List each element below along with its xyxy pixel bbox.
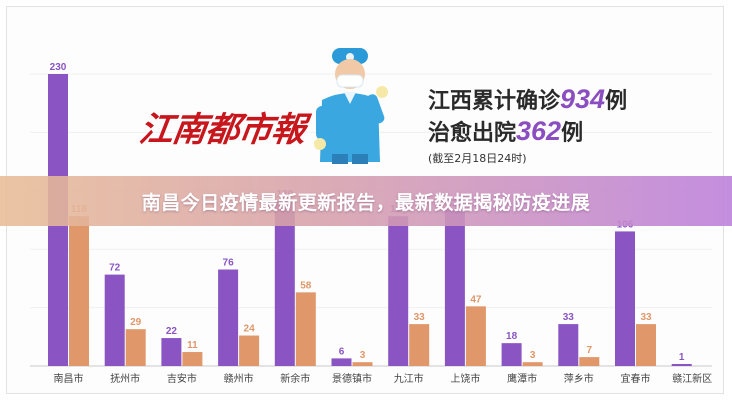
category-label-4: 新余市 [280, 372, 310, 385]
category-label-11: 赣江新区 [672, 372, 712, 385]
value-label-discharged-10: 33 [640, 312, 652, 323]
value-label-discharged-5: 3 [360, 350, 366, 361]
bar-confirmed-3 [218, 269, 239, 366]
value-label-discharged-4: 58 [300, 280, 312, 291]
category-label-10: 宜春市 [621, 372, 651, 385]
value-label-discharged-9: 7 [587, 345, 593, 356]
bar-discharged-7 [465, 306, 486, 366]
bar-discharged-1 [125, 329, 146, 366]
category-label-9: 萍乡市 [564, 372, 594, 385]
bar-confirmed-11 [671, 364, 692, 366]
confirmed-value: 934 [560, 84, 606, 114]
discharged-unit: 例 [561, 120, 584, 145]
value-label-discharged-6: 33 [414, 312, 426, 323]
category-label-6: 九江市 [394, 372, 424, 385]
value-label-discharged-3: 24 [244, 324, 256, 335]
bar-discharged-5 [352, 362, 373, 366]
value-label-confirmed-0: 230 [50, 62, 67, 73]
bar-confirmed-10 [615, 231, 635, 366]
bar-discharged-8 [522, 362, 543, 366]
value-label-discharged-1: 29 [130, 317, 142, 328]
bar-confirmed-9 [558, 324, 579, 366]
bar-confirmed-7 [444, 209, 465, 366]
value-label-confirmed-3: 76 [223, 258, 235, 269]
title-banner: 南昌今日疫情最新更新报告，最新数据揭秘防疫进展 [0, 176, 732, 226]
category-label-0: 南昌市 [54, 372, 84, 385]
bar-discharged-0 [69, 216, 89, 366]
value-label-confirmed-9: 33 [563, 312, 575, 323]
category-label-2: 吉安市 [167, 372, 197, 385]
bar-confirmed-1 [104, 274, 125, 366]
bar-discharged-3 [239, 335, 260, 366]
newspaper-logo: 江南都市報 [136, 110, 308, 150]
banner-title: 南昌今日疫情最新更新报告，最新数据揭秘防疫进展 [141, 191, 591, 214]
category-label-8: 鹰潭市 [507, 372, 537, 385]
value-label-confirmed-11: 1 [679, 352, 685, 363]
discharged-label: 治愈出院 [428, 120, 517, 145]
chart-bars [48, 74, 692, 366]
doctor-illustration [314, 48, 388, 164]
category-label-3: 赣州市 [224, 372, 254, 385]
confirmed-total: 江西累计确诊934例 [428, 84, 627, 116]
value-label-discharged-7: 47 [470, 294, 482, 305]
value-label-confirmed-5: 6 [339, 346, 345, 357]
value-label-confirmed-8: 18 [506, 331, 518, 342]
summary-stats: 江西累计确诊934例 治愈出院362例 (截至2月18日24时) [428, 84, 627, 166]
confirmed-unit: 例 [605, 88, 628, 113]
bar-confirmed-6 [388, 216, 409, 366]
bar-confirmed-2 [161, 338, 182, 366]
bar-confirmed-8 [501, 343, 522, 366]
discharged-total: 治愈出院362例 [428, 116, 627, 148]
bar-discharged-4 [295, 292, 316, 366]
value-label-confirmed-1: 72 [109, 263, 121, 274]
bar-discharged-9 [579, 357, 600, 366]
bar-discharged-2 [182, 352, 203, 366]
bar-confirmed-5 [331, 358, 352, 366]
category-label-7: 上饶市 [450, 372, 480, 385]
category-label-5: 景德镇市 [332, 372, 372, 385]
discharged-value: 362 [516, 116, 562, 146]
chart-category-labels: 南昌市 抚州市 吉安市 赣州市 新余市 景德镇市 九江市 上饶市 鹰潭市 萍乡市 宜春市 赣江新区 [54, 372, 713, 385]
category-label-1: 抚州市 [110, 372, 140, 385]
bar-discharged-6 [409, 324, 430, 366]
bar-discharged-10 [636, 324, 656, 366]
value-label-confirmed-2: 22 [166, 326, 178, 337]
confirmed-label: 江西累计确诊 [428, 88, 561, 113]
value-label-discharged-2: 11 [187, 340, 198, 351]
data-cutoff-note: (截至2月18日24时) [428, 152, 527, 165]
value-label-discharged-8: 3 [530, 350, 536, 361]
bar-confirmed-4 [274, 200, 295, 366]
